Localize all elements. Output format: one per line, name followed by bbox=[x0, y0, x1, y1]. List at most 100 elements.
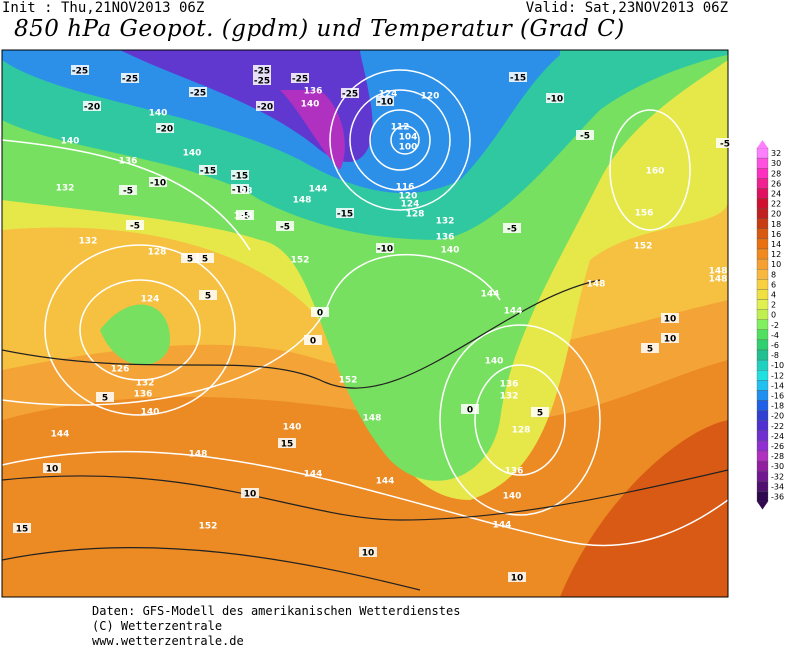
contour-label: 5 bbox=[537, 409, 543, 419]
contour-label: 126 bbox=[111, 365, 130, 375]
label-box bbox=[304, 335, 322, 345]
contour-label: 148 bbox=[234, 212, 253, 222]
colorbar-swatch bbox=[756, 380, 769, 391]
contour-label: 144 bbox=[504, 307, 523, 317]
colorbar-label: -2 bbox=[771, 321, 779, 330]
colorbar-swatch bbox=[756, 410, 769, 421]
label-box bbox=[256, 101, 274, 111]
colorbar-swatch bbox=[756, 339, 769, 351]
contour-label: 128 bbox=[406, 210, 425, 220]
colorbar-swatch bbox=[756, 299, 769, 310]
label-box bbox=[661, 313, 679, 323]
colorbar-swatch bbox=[756, 481, 769, 492]
contour-label: 5 bbox=[202, 255, 208, 265]
label-box bbox=[236, 210, 254, 220]
colorbar-label: -4 bbox=[771, 331, 779, 340]
label-box bbox=[461, 404, 479, 414]
colorbar-label: -30 bbox=[771, 462, 784, 471]
contour-label: 140 bbox=[183, 149, 202, 159]
colorbar-label: 6 bbox=[771, 280, 776, 289]
contour-label: 140 bbox=[141, 408, 160, 418]
contour-label: 104 bbox=[399, 133, 418, 143]
contour-label: -25 bbox=[122, 75, 138, 85]
colorbar-label: 20 bbox=[771, 210, 781, 219]
init-time: Init : Thu,21NOV2013 06Z bbox=[2, 0, 205, 16]
colorbar-label: -16 bbox=[771, 391, 784, 400]
contour-label: 10 bbox=[511, 574, 524, 584]
colorbar-label: -36 bbox=[771, 492, 784, 501]
contour-label: 148 bbox=[709, 267, 728, 277]
colorbar-swatch bbox=[756, 238, 769, 250]
colorbar-label: -6 bbox=[771, 341, 779, 350]
contour-label: 10 bbox=[664, 335, 677, 345]
contour-label: 136 bbox=[500, 380, 519, 390]
colorbar-swatch bbox=[756, 228, 769, 240]
colorbar-swatch bbox=[756, 329, 769, 341]
contour-label: -25 bbox=[254, 67, 270, 77]
contour-label: 132 bbox=[436, 217, 455, 227]
contour-label: 144 bbox=[493, 521, 512, 531]
contour-label: 140 bbox=[61, 137, 80, 147]
label-box bbox=[181, 253, 199, 263]
contour-label: 140 bbox=[503, 492, 522, 502]
colorbar-swatch bbox=[756, 420, 769, 431]
colorbar-swatch bbox=[756, 471, 769, 482]
contour-label: 136 bbox=[119, 157, 138, 167]
colorbar-arrow-bottom bbox=[757, 501, 768, 510]
contour-label: 132 bbox=[79, 237, 98, 247]
contour-label: -10 bbox=[547, 95, 563, 105]
colorbar-label: 26 bbox=[771, 179, 781, 188]
colorbar-swatch bbox=[756, 400, 769, 411]
colorbar-label: 24 bbox=[771, 189, 781, 198]
contour-label: 116 bbox=[396, 183, 415, 193]
colorbar-label: -8 bbox=[771, 351, 779, 360]
colorbar-label: 12 bbox=[771, 250, 781, 259]
contour-label: 15 bbox=[16, 525, 29, 535]
contour-label: 140 bbox=[441, 246, 460, 256]
contour-label: -20 bbox=[257, 103, 273, 113]
colorbar-label: -18 bbox=[771, 402, 784, 411]
colorbar-swatch bbox=[756, 491, 769, 502]
colorbar-swatch bbox=[756, 258, 769, 270]
colorbar-label: 14 bbox=[771, 240, 781, 249]
contour-label: -25 bbox=[342, 90, 358, 100]
contour-label: -5 bbox=[580, 132, 590, 142]
colorbar-swatch bbox=[756, 198, 769, 209]
contour-label: 124 bbox=[401, 200, 420, 210]
label-box bbox=[241, 488, 259, 498]
colorbar-label: -20 bbox=[771, 412, 784, 421]
colorbar-label: 0 bbox=[771, 311, 776, 320]
label-box bbox=[126, 220, 144, 230]
label-box bbox=[508, 572, 526, 582]
contour-label: -25 bbox=[292, 75, 308, 85]
colorbar-swatch bbox=[756, 370, 769, 381]
label-box bbox=[716, 138, 734, 148]
contour-label: -5 bbox=[240, 212, 250, 222]
colorbar-swatch bbox=[756, 359, 769, 371]
colorbar-swatch bbox=[756, 168, 769, 179]
label-box bbox=[13, 523, 31, 533]
contour-label: 10 bbox=[362, 549, 375, 559]
label-box bbox=[196, 253, 214, 263]
contour-label: -5 bbox=[130, 222, 140, 232]
label-box bbox=[661, 333, 679, 343]
colorbar-label: -26 bbox=[771, 442, 784, 451]
contour-label: 128 bbox=[148, 248, 167, 258]
label-box bbox=[576, 130, 594, 140]
label-box bbox=[189, 87, 207, 97]
contour-label: 0 bbox=[317, 309, 323, 319]
colorbar-label: 22 bbox=[771, 200, 781, 209]
label-box bbox=[278, 438, 296, 448]
label-box bbox=[336, 208, 354, 218]
contour-label: -15 bbox=[232, 172, 248, 182]
label-box bbox=[71, 65, 89, 75]
valid-time: Valid: Sat,23NOV2013 06Z bbox=[525, 0, 728, 16]
label-box bbox=[156, 123, 174, 133]
contour-label: 140 bbox=[283, 423, 302, 433]
colorbar-label: -24 bbox=[771, 432, 784, 441]
colorbar-swatch bbox=[756, 460, 769, 472]
label-box bbox=[43, 463, 61, 473]
contour-label: 144 bbox=[51, 430, 70, 440]
contour-label: 132 bbox=[56, 184, 75, 194]
contour-label: -25 bbox=[190, 89, 206, 99]
